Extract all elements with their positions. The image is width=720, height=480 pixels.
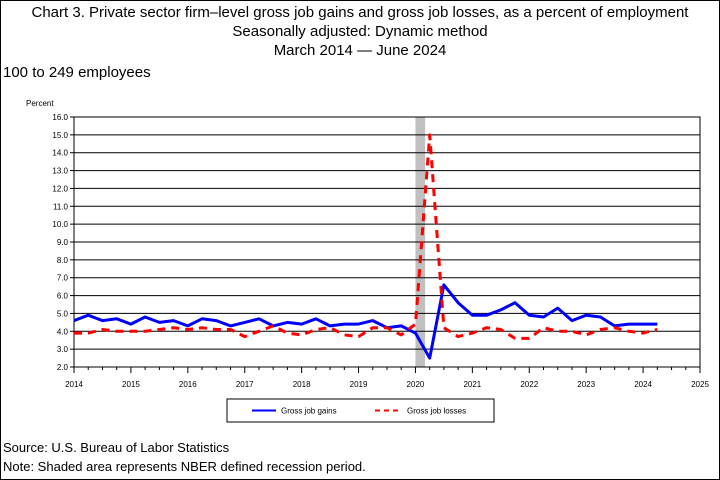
y-tick-label: 6.0 <box>57 292 69 301</box>
legend-label: Gross job gains <box>281 407 337 416</box>
y-tick-label: 11.0 <box>53 202 69 211</box>
chart-subtitle: 100 to 249 employees <box>3 64 151 81</box>
x-tick-label: 2019 <box>350 380 368 389</box>
x-tick-label: 2023 <box>577 380 595 389</box>
source-note: Source: U.S. Bureau of Labor Statistics <box>3 440 230 455</box>
x-tick-label: 2017 <box>236 380 254 389</box>
y-tick-label: 5.0 <box>57 309 69 318</box>
y-axis-label: Percent <box>26 99 54 108</box>
x-tick-label: 2015 <box>122 380 140 389</box>
y-tick-label: 14.0 <box>52 149 68 158</box>
y-tick-label: 9.0 <box>57 238 69 247</box>
legend-label: Gross job losses <box>407 407 466 416</box>
chart-date-range: March 2014 — June 2024 <box>273 42 447 59</box>
legend-box <box>226 398 495 423</box>
y-tick-label: 16.0 <box>52 113 68 122</box>
x-tick-label: 2016 <box>179 380 197 389</box>
chart-method-line: Seasonally adjusted: Dynamic method <box>232 23 488 40</box>
x-tick-label: 2018 <box>293 380 311 389</box>
y-tick-label: 15.0 <box>52 131 68 140</box>
recession-note: Note: Shaded area represents NBER define… <box>3 459 366 474</box>
y-tick-label: 13.0 <box>52 167 68 176</box>
y-tick-label: 3.0 <box>57 345 69 354</box>
x-tick-label: 2020 <box>407 380 425 389</box>
x-tick-label: 2014 <box>65 380 83 389</box>
y-tick-label: 10.0 <box>52 220 68 229</box>
gross-job-gains-line <box>73 283 658 360</box>
y-tick-label: 8.0 <box>57 256 69 265</box>
x-tick-label: 2025 <box>691 380 709 389</box>
x-tick-label: 2021 <box>463 380 481 389</box>
y-tick-label: 4.0 <box>57 327 69 336</box>
y-tick-label: 2.0 <box>57 363 69 372</box>
x-tick-label: 2024 <box>634 380 652 389</box>
gross-job-losses-line <box>74 133 658 340</box>
chart-title: Chart 3. Private sector firm–level gross… <box>31 4 689 21</box>
y-tick-label: 7.0 <box>57 274 69 283</box>
x-tick-label: 2022 <box>520 380 538 389</box>
y-tick-label: 12.0 <box>52 184 68 193</box>
